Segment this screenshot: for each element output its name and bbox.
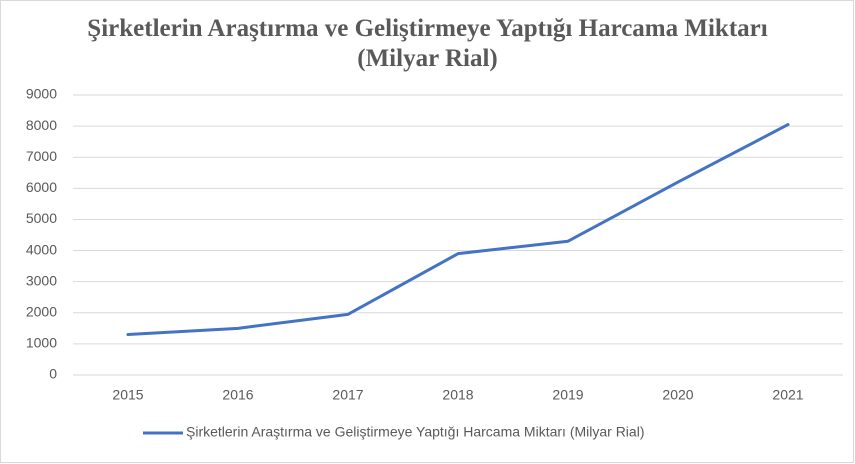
x-tick-label: 2019 (552, 387, 583, 403)
y-tick-label: 7000 (26, 148, 57, 164)
data-line (126, 123, 790, 337)
title-box: Şirketlerin Araştırma ve Geliştirmeye Ya… (0, 14, 855, 74)
y-tick-label: 8000 (26, 117, 57, 133)
legend-label: Şirketlerin Araştırma ve Geliştirmeye Ya… (186, 424, 644, 440)
y-tick-label: 1000 (26, 335, 57, 351)
x-tick-label: 2020 (662, 387, 693, 403)
y-tick-label: 9000 (26, 86, 57, 102)
y-tick-label: 0 (49, 366, 57, 382)
y-tick-label: 3000 (26, 272, 57, 288)
chart-title: Şirketlerin Araştırma ve Geliştirmeye Ya… (87, 15, 768, 72)
y-tick-label: 5000 (26, 210, 57, 226)
x-tick-label: 2016 (222, 387, 253, 403)
x-tick-label: 2015 (112, 387, 143, 403)
y-tick-label: 2000 (26, 303, 57, 319)
x-tick-label: 2018 (442, 387, 473, 403)
x-tick-label: 2021 (772, 387, 803, 403)
y-tick-label: 4000 (26, 241, 57, 257)
y-tick-label: 6000 (26, 179, 57, 195)
x-tick-label: 2017 (332, 387, 363, 403)
